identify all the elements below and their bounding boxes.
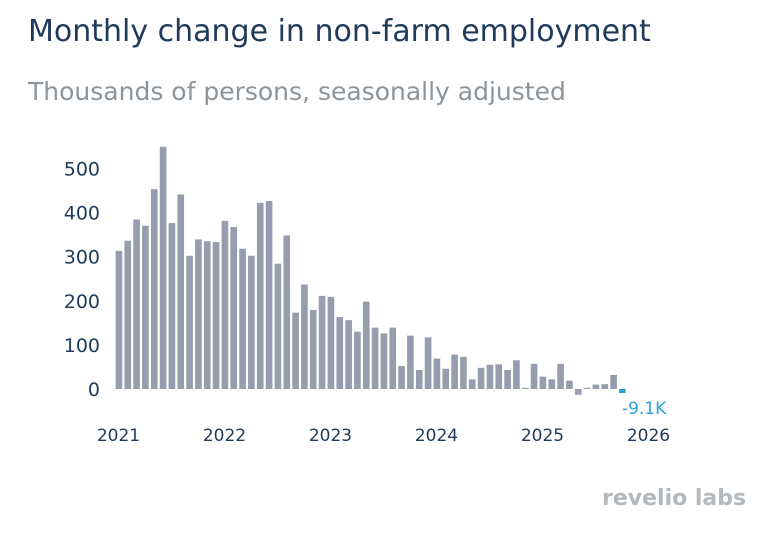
- bar: [186, 255, 193, 389]
- bar: [248, 255, 255, 389]
- bar: [362, 301, 370, 389]
- bar: [566, 380, 573, 389]
- x-tick-label: 2021: [97, 426, 140, 446]
- y-tick-label: 0: [88, 379, 100, 401]
- bar: [495, 364, 503, 389]
- bar: [574, 389, 582, 395]
- x-tick-label: 2026: [627, 426, 670, 446]
- brand-logo: revelio labs: [602, 486, 747, 511]
- bar: [115, 250, 123, 389]
- y-axis-ticks: 0 100 200 300 400 500: [64, 158, 100, 401]
- bar: [389, 327, 397, 389]
- bar: [424, 337, 432, 389]
- bar: [309, 310, 317, 389]
- bar: [133, 219, 140, 389]
- bar: [610, 374, 617, 389]
- bars-group: [115, 146, 626, 395]
- bar: [486, 364, 494, 389]
- bar: [221, 220, 229, 389]
- chart-subtitle: Thousands of persons, seasonally adjuste…: [28, 77, 566, 106]
- bar: [301, 284, 308, 389]
- bar: [513, 360, 520, 389]
- bar: [142, 225, 149, 389]
- bar: [415, 370, 423, 389]
- bar: [407, 335, 414, 389]
- bar: [398, 366, 405, 389]
- bar: [548, 379, 556, 389]
- bar: [371, 327, 379, 389]
- last-value-annotation: -9.1K: [622, 399, 667, 419]
- bar: [557, 363, 564, 389]
- bar: [592, 384, 600, 389]
- bar: [292, 312, 299, 389]
- bar-latest: [619, 389, 626, 394]
- bar: [442, 368, 450, 389]
- x-tick-label: 2023: [309, 426, 352, 446]
- bar: [530, 363, 538, 389]
- bar: [477, 367, 485, 389]
- bar: [274, 263, 282, 389]
- x-tick-label: 2022: [203, 426, 246, 446]
- bar: [468, 379, 476, 389]
- bar: [212, 242, 220, 389]
- bar: [203, 241, 211, 389]
- bar: [177, 194, 185, 389]
- bar: [159, 146, 167, 389]
- bar: [521, 387, 529, 389]
- bar: [539, 376, 547, 389]
- bar: [318, 295, 326, 389]
- bar: [433, 358, 441, 389]
- bar: [230, 227, 238, 389]
- y-tick-label: 100: [64, 335, 100, 357]
- bar: [256, 202, 264, 389]
- y-tick-label: 200: [64, 291, 100, 313]
- bar: [168, 223, 176, 389]
- bar: [283, 235, 291, 389]
- x-axis-ticks: 2021 2022 2023 2024 2025 2026: [97, 426, 670, 446]
- bar: [336, 317, 344, 389]
- y-tick-label: 400: [64, 203, 100, 225]
- chart-title: Monthly change in non-farm employment: [28, 14, 651, 49]
- bar: [195, 239, 202, 389]
- bar: [380, 333, 388, 389]
- y-tick-label: 300: [64, 247, 100, 269]
- bar: [601, 384, 609, 389]
- bar: [504, 370, 511, 389]
- x-tick-label: 2025: [521, 426, 564, 446]
- bar: [124, 240, 132, 389]
- x-tick-label: 2024: [415, 426, 458, 446]
- bar: [345, 320, 352, 389]
- y-tick-label: 500: [64, 158, 100, 180]
- bar: [354, 331, 361, 389]
- bar: [239, 248, 246, 389]
- bar: [265, 201, 273, 389]
- bar: [150, 189, 158, 389]
- bar: [460, 356, 467, 389]
- bar: [327, 296, 335, 389]
- bar: [451, 354, 458, 389]
- bar: [583, 387, 591, 389]
